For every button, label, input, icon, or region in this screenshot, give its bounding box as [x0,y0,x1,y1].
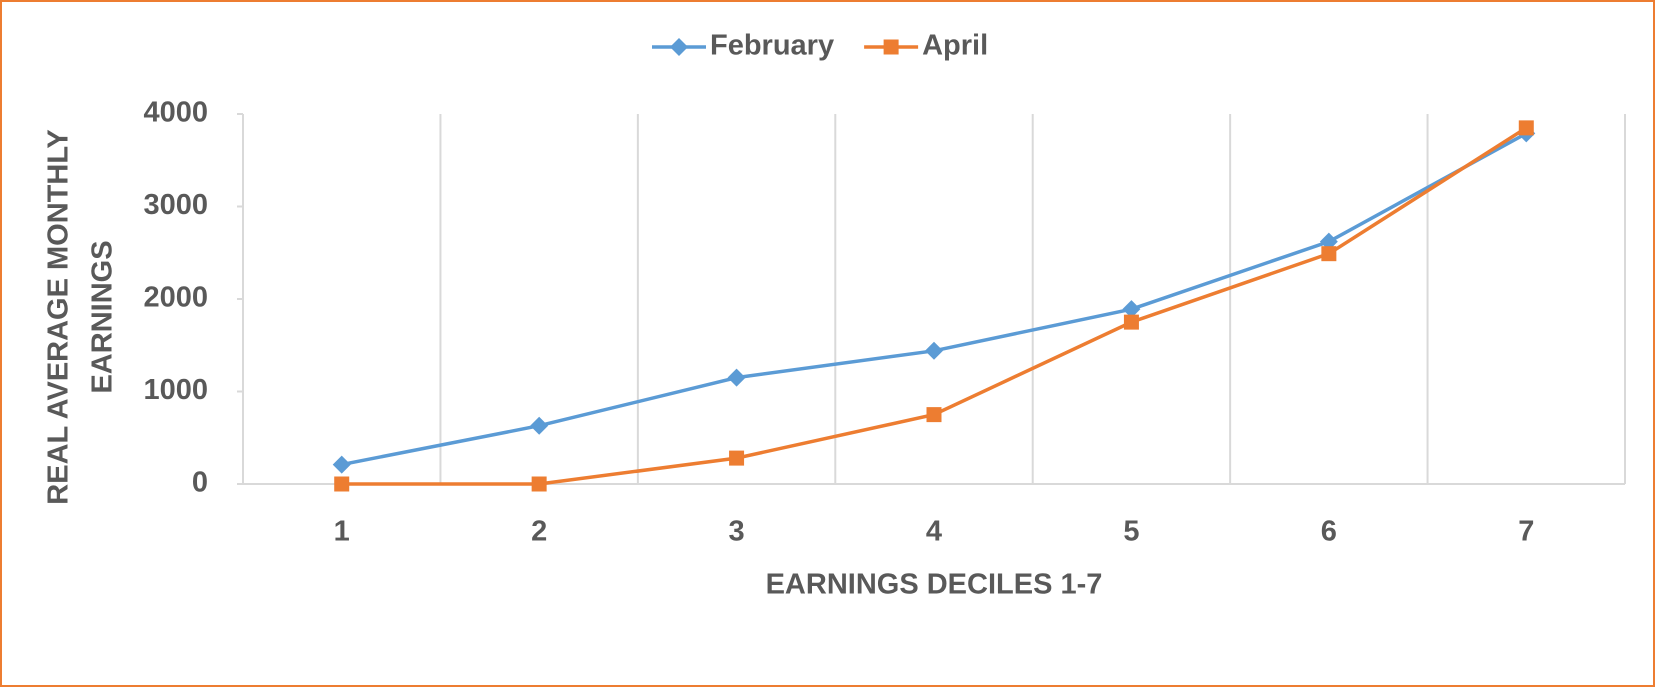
legend-label: April [922,30,988,62]
y-tick-label: 3000 [143,189,208,221]
x-tick-label: 5 [1123,516,1139,548]
x-tick-label: 2 [531,516,547,548]
y-tick-label: 2000 [143,282,208,314]
point [332,455,351,474]
point [727,368,746,387]
point [925,341,943,360]
y-axis-label-line: EARNINGS [87,240,119,393]
legend-item: February [652,30,834,62]
legend-item: April [864,30,988,62]
point [1518,120,1534,136]
x-tick-label: 3 [729,516,745,548]
point [1321,246,1337,262]
legend-label: February [710,30,834,62]
y-tick-label: 0 [192,467,208,499]
point [530,416,549,435]
point [926,407,942,423]
point [670,38,688,56]
y-tick-label: 1000 [143,374,208,406]
point [729,450,745,466]
x-tick-label: 6 [1321,516,1337,548]
x-tick-label: 7 [1518,516,1534,548]
y-tick-label: 4000 [143,97,208,129]
point [1122,300,1141,319]
point [883,39,899,55]
y-axis-label: REAL AVERAGE MONTHLY EARNINGS [43,129,119,504]
point [1319,232,1338,251]
point [1123,314,1139,330]
point [531,476,547,492]
x-tick-label: 1 [334,516,350,548]
point [334,476,350,492]
x-tick-label: 4 [926,516,942,548]
x-axis-label: EARNINGS DECILES 1-7 [766,569,1103,601]
y-axis-label-line: REAL AVERAGE MONTHLY [43,129,75,504]
